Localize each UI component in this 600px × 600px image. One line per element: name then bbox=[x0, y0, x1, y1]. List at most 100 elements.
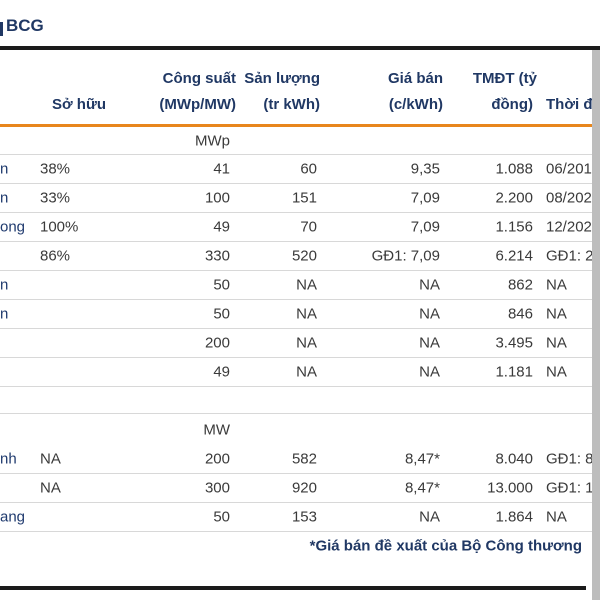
table-row: n 33% 100 151 7,09 2.200 08/202 bbox=[0, 184, 592, 213]
cell-name: n bbox=[0, 305, 9, 323]
cell-own: 100% bbox=[40, 218, 79, 236]
cell-cap: 300 bbox=[204, 479, 230, 497]
cell-price: NA bbox=[419, 276, 440, 294]
header-price-line2: (c/kWh) bbox=[388, 96, 443, 113]
cell-name: n bbox=[0, 189, 9, 207]
cell-price: NA bbox=[419, 508, 440, 526]
header-capacity-line2: (MWp/MW) bbox=[159, 96, 236, 113]
table-rows: MWp n 38% 41 60 9,35 1.088 06/201 n 33% 100 151 7,09… bbox=[0, 127, 592, 532]
header-capacity-line1: Công suất bbox=[162, 70, 236, 87]
header-ownership: Sở hữu bbox=[51, 96, 106, 113]
header-price-line1: Giá bán bbox=[387, 70, 443, 87]
header-output-line2: (tr kWh) bbox=[263, 96, 320, 113]
cell-cap: 200 bbox=[204, 334, 230, 352]
header-output-line1: Sản lượng bbox=[244, 70, 320, 87]
bottom-divider bbox=[0, 586, 586, 590]
cell-cap: 100 bbox=[204, 189, 230, 207]
cell-own: NA bbox=[40, 450, 61, 468]
cell-out: 70 bbox=[300, 218, 317, 236]
table-row: nh NA 200 582 8,47* 8.040 GĐ1: 8 bbox=[0, 445, 592, 474]
cell-capex: 1.156 bbox=[495, 218, 533, 236]
section-row: MWp bbox=[0, 127, 592, 155]
table-header-row: Công suất Sản lượng Giá bán TMĐT (tỷ Sở … bbox=[0, 60, 592, 127]
cell-time: GĐ1: 1 bbox=[546, 479, 592, 497]
top-divider bbox=[0, 46, 600, 50]
cell-time: NA bbox=[546, 508, 567, 526]
clipped-title-character bbox=[0, 22, 3, 36]
table-row: ang 50 153 NA 1.864 NA bbox=[0, 503, 592, 532]
cell-out: 582 bbox=[291, 450, 317, 468]
cell-time: NA bbox=[546, 305, 567, 323]
cell-capex: 862 bbox=[507, 276, 533, 294]
cell-out: 60 bbox=[300, 160, 317, 178]
cell-capex: 6.214 bbox=[495, 247, 533, 265]
cell-out: 153 bbox=[291, 508, 317, 526]
cell-capex: 1.181 bbox=[495, 363, 533, 381]
cell-out: NA bbox=[296, 276, 317, 294]
cell-cap: 200 bbox=[204, 450, 230, 468]
cell-time: 12/202 bbox=[546, 218, 592, 236]
cell-time: GĐ1: 2 bbox=[546, 247, 592, 265]
table-row: 200 NA NA 3.495 NA bbox=[0, 329, 592, 358]
table-row: ong 100% 49 70 7,09 1.156 12/202 bbox=[0, 213, 592, 242]
cell-own: 86% bbox=[40, 247, 71, 265]
cell-name: ong bbox=[0, 218, 26, 236]
cell-out: 920 bbox=[291, 479, 317, 497]
cell-capex: 846 bbox=[507, 305, 533, 323]
table-row: n 38% 41 60 9,35 1.088 06/201 bbox=[0, 155, 592, 184]
cell-price: 8,47* bbox=[404, 479, 440, 497]
cell-own: 38% bbox=[40, 160, 71, 178]
cell-time: NA bbox=[546, 276, 567, 294]
cell-cap: 49 bbox=[213, 218, 230, 236]
cell-price: 7,09 bbox=[410, 218, 440, 236]
cell-price: NA bbox=[419, 334, 440, 352]
cell-capex: 8.040 bbox=[495, 450, 533, 468]
header-capex-line1: TMĐT (tỷ bbox=[472, 70, 537, 87]
header-time: Thời đ bbox=[546, 96, 592, 113]
section-row: MW bbox=[0, 414, 592, 445]
cell-out: NA bbox=[296, 334, 317, 352]
cell-own: 33% bbox=[40, 189, 71, 207]
projects-table: Công suất Sản lượng Giá bán TMĐT (tỷ Sở … bbox=[0, 60, 592, 559]
cell-name: n bbox=[0, 160, 9, 178]
cell-time: NA bbox=[546, 334, 567, 352]
cell-cap: MW bbox=[203, 421, 230, 438]
cell-price: GĐ1: 7,09 bbox=[371, 247, 440, 265]
cell-name: ang bbox=[0, 508, 26, 526]
cell-time: GĐ1: 8 bbox=[546, 450, 592, 468]
table-row: n 50 NA NA 846 NA bbox=[0, 300, 592, 329]
cell-cap: 41 bbox=[213, 160, 230, 178]
table-row: 86% 330 520 GĐ1: 7,09 6.214 GĐ1: 2 bbox=[0, 242, 592, 271]
page-edge-strip bbox=[592, 48, 600, 600]
cell-out: NA bbox=[296, 363, 317, 381]
cell-capex: 1.088 bbox=[495, 160, 533, 178]
cell-capex: 13.000 bbox=[487, 479, 533, 497]
footnote-row: *Giá bán đề xuất của Bộ Công thương bbox=[0, 532, 592, 559]
table-title: BCG bbox=[6, 16, 44, 35]
cell-capex: 3.495 bbox=[495, 334, 533, 352]
cell-cap: 330 bbox=[204, 247, 230, 265]
cell-out: 520 bbox=[291, 247, 317, 265]
footnote-text: *Giá bán đề xuất của Bộ Công thương bbox=[309, 537, 582, 554]
cell-capex: 1.864 bbox=[495, 508, 533, 526]
spacer-row bbox=[0, 387, 592, 414]
table-row: 49 NA NA 1.181 NA bbox=[0, 358, 592, 387]
cell-price: NA bbox=[419, 363, 440, 381]
cell-price: 9,35 bbox=[410, 160, 440, 178]
cell-out: 151 bbox=[291, 189, 317, 207]
table-row: n 50 NA NA 862 NA bbox=[0, 271, 592, 300]
cell-time: NA bbox=[546, 363, 567, 381]
cell-price: 7,09 bbox=[410, 189, 440, 207]
table-row: NA 300 920 8,47* 13.000 GĐ1: 1 bbox=[0, 474, 592, 503]
cell-time: 08/202 bbox=[546, 189, 592, 207]
cell-name: nh bbox=[0, 450, 17, 468]
cell-price: NA bbox=[419, 305, 440, 323]
cell-name: n bbox=[0, 276, 9, 294]
header-capex-line2: đồng) bbox=[491, 96, 533, 113]
cell-time: 06/201 bbox=[546, 160, 592, 178]
cell-cap: 50 bbox=[213, 305, 230, 323]
cell-out: NA bbox=[296, 305, 317, 323]
cell-cap: 50 bbox=[213, 276, 230, 294]
cell-capex: 2.200 bbox=[495, 189, 533, 207]
